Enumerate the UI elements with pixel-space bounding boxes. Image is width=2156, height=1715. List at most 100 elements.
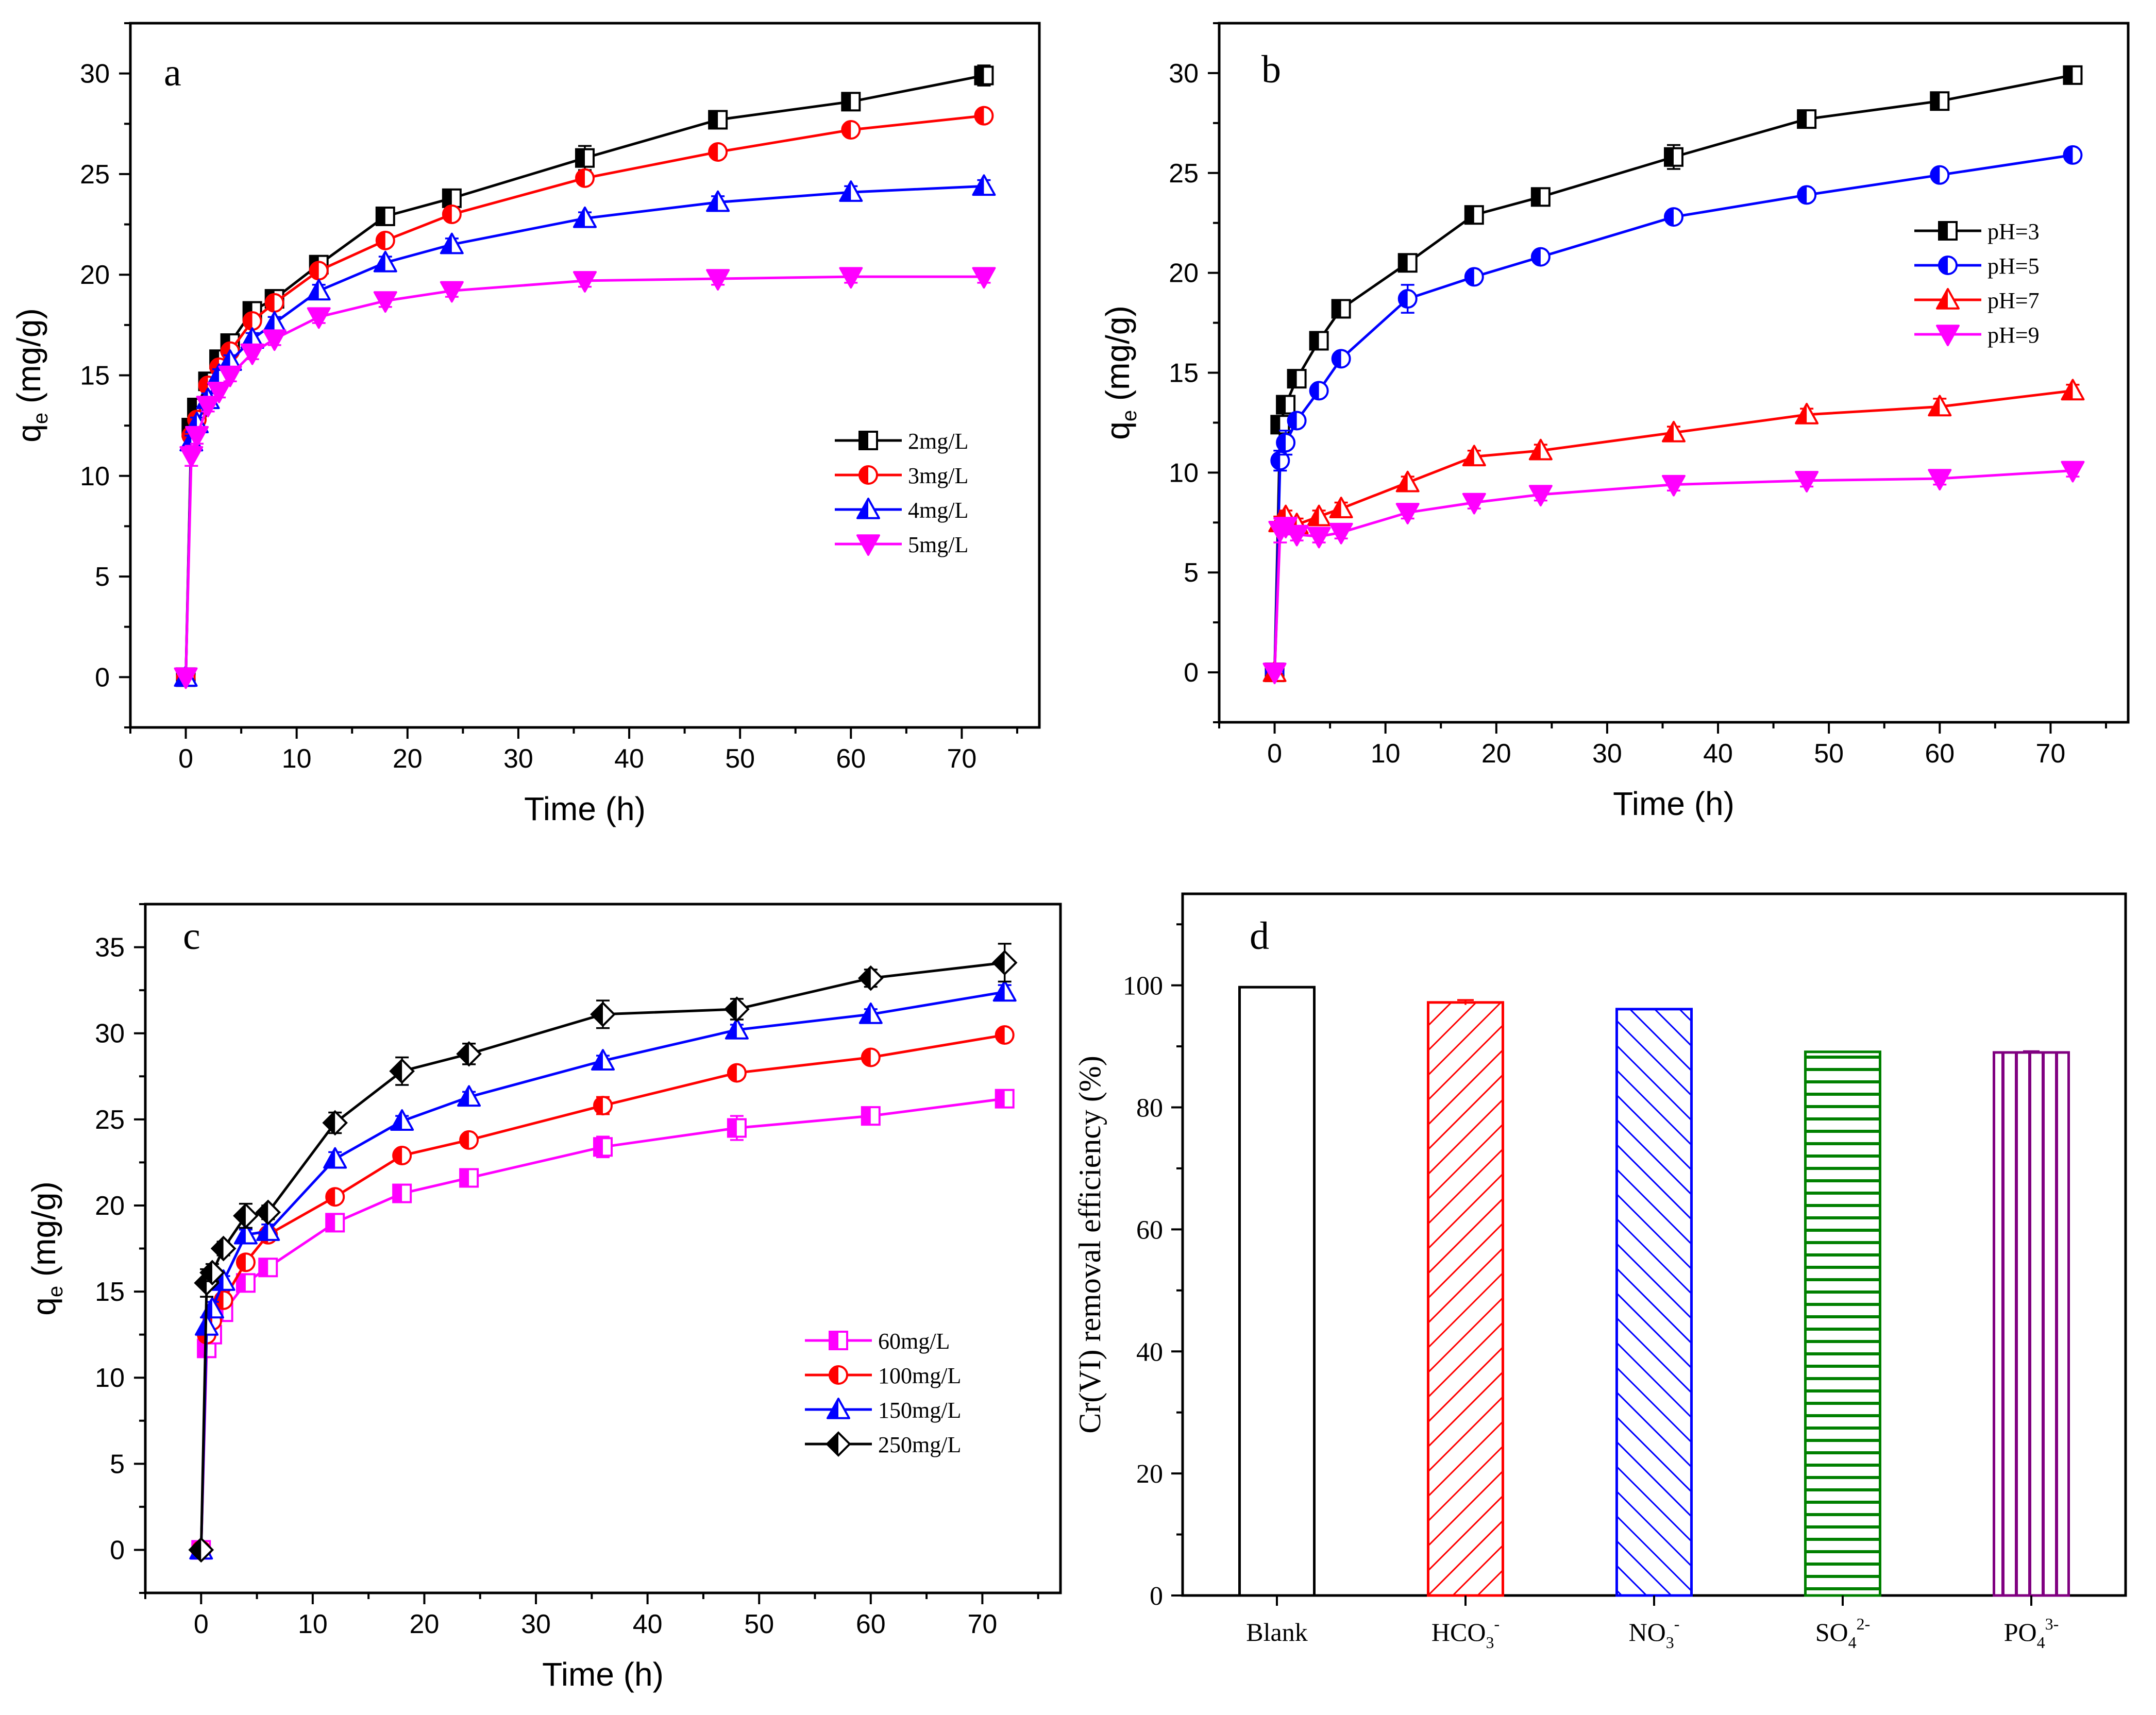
panel-b-point-fill [1663, 421, 1674, 442]
panel-b-x-tick-label: 30 [1592, 739, 1622, 769]
panel-c-point-fill [391, 1110, 402, 1130]
panel-a-point [440, 281, 464, 303]
panel-a-point-fill [376, 231, 385, 249]
panel-b-series-pH=3 [1265, 65, 2083, 683]
panel-a-point-fill [842, 121, 851, 139]
panel-b-legend-label: pH=5 [1987, 253, 2040, 279]
panel-c-y-tick-label: 20 [95, 1191, 125, 1221]
panel-b-point-fill [1271, 452, 1281, 470]
panel-b-point [1262, 663, 1287, 685]
panel-c-point-fill [458, 1042, 469, 1065]
panel-a-y-tick-label: 15 [80, 361, 110, 391]
panel-a-point [706, 269, 730, 291]
panel-a-point-fill [441, 233, 452, 253]
panel-b: b 0 10 20 30 40 50 60 70 0 5 10 15 20 25 30 Time (h) qe … [1099, 22, 2130, 822]
panel-d-bar [1427, 1001, 1504, 1597]
panel-c-point-fill [393, 1147, 402, 1165]
panel-c-x-tick-label: 30 [521, 1609, 551, 1639]
panel-c-point-fill [996, 1026, 1005, 1044]
panel-a-y-tick-label: 10 [80, 462, 110, 491]
panel-a-y-tick-label: 30 [80, 59, 110, 89]
panel-a-series-5mg/L [174, 267, 996, 689]
panel-b-series-line [1273, 469, 2073, 673]
panel-c-legend-marker-fill [827, 1433, 838, 1455]
panel-b-y-tick-label: 10 [1169, 458, 1199, 488]
panel-a-point [174, 667, 198, 689]
panel-c-y-tick-label: 0 [110, 1535, 125, 1565]
panel-b-point-fill [1288, 412, 1297, 430]
panel-d-x-tick-label: Blank [1246, 1618, 1307, 1646]
panel-a-x-tick-label: 10 [282, 744, 312, 774]
panel-b-y-tick-label: 30 [1169, 59, 1199, 89]
panel-c-x-axis-title: Time (h) [542, 1656, 664, 1693]
panel-c-point-fill [259, 1259, 268, 1277]
panel-d-y-tick-label: 80 [1136, 1094, 1163, 1123]
panel-b-point-fill [1931, 166, 1940, 184]
panel-a-point-fill [709, 111, 718, 129]
panel-a-y-tick-label: 20 [80, 260, 110, 290]
panel-b-point-fill [1399, 290, 1408, 308]
panel-b-point [1928, 469, 1952, 490]
panel-c-point-fill [237, 1253, 246, 1271]
panel-c-point-fill [212, 1237, 224, 1260]
panel-b-point-fill [1396, 471, 1408, 491]
panel-a-x-tick-label: 40 [614, 744, 644, 774]
panel-b-point-fill [1330, 498, 1341, 517]
panel-b-point-fill [1463, 446, 1474, 466]
panel-c-series-line [199, 991, 1005, 1550]
panel-d-bar [1804, 1050, 1881, 1597]
panel-c-point-fill [324, 1148, 335, 1168]
panel-b-x-tick-label: 70 [2035, 739, 2065, 769]
panel-a: a 0 10 20 30 40 50 60 70 0 5 10 15 20 25 30 Time (h) qe … [10, 22, 1041, 827]
panel-a-series-line [184, 114, 984, 677]
panel-a-point-fill [574, 207, 585, 227]
panel-d-x-tick-label: HCO3- [1431, 1615, 1500, 1652]
panel-c-point-fill [234, 1204, 246, 1227]
panel-b-legend-marker-fill [1939, 222, 1948, 240]
panel-b-point [1528, 485, 1553, 507]
panel-a-point [218, 365, 242, 387]
panel-a-label: a [164, 51, 181, 94]
panel-b-x-tick-label: 50 [1814, 739, 1844, 769]
panel-d-bar [1993, 1051, 2070, 1597]
panel-b-point-fill [1665, 148, 1674, 166]
panel-a-legend-label: 3mg/L [908, 463, 968, 488]
panel-a-y-tick-label: 0 [95, 663, 110, 692]
panel-b-y-tick-label: 0 [1184, 658, 1199, 688]
panel-b-x-tick-label: 10 [1371, 739, 1401, 769]
panel-a-series-3mg/L [176, 106, 994, 687]
panel-c-point-fill [190, 1538, 201, 1561]
panel-a-point-fill [709, 143, 718, 161]
panel-a-x-tick-label: 60 [836, 744, 866, 774]
panel-b-legend-label: pH=3 [1987, 219, 2040, 244]
panel-c-x-tick-label: 60 [856, 1609, 886, 1639]
panel-b-point-fill [1288, 370, 1297, 388]
panel-d: d 0 20 40 60 80 100 Cr(VI) removal efficiency … [1073, 892, 2127, 1652]
panel-c-point-fill [196, 1315, 207, 1335]
panel-a-legend-marker-fill [860, 432, 868, 449]
panel-b-point-fill [1271, 416, 1281, 434]
panel-b-point-fill [1332, 300, 1341, 318]
panel-c-x-tick-label: 40 [633, 1609, 663, 1639]
panel-b-y-tick-label: 25 [1169, 159, 1199, 189]
panel-b-point-fill [1529, 439, 1541, 460]
panel-a-y-tick-label: 25 [80, 160, 110, 190]
panel-c-point-fill [326, 1188, 335, 1206]
panel-b-x-tick-label: 60 [1925, 739, 1955, 769]
panel-a-axes: 0 10 20 30 40 50 60 70 0 5 10 15 20 25 30 Time (h) qe (m… [10, 22, 1041, 827]
panel-b-series-pH=5 [1265, 145, 2083, 683]
panel-c-legend-marker-fill [830, 1366, 838, 1384]
panel-b-legend-marker-fill [1939, 257, 1948, 274]
panel-b-point-fill [1798, 110, 1807, 128]
panel-c-point-fill [460, 1131, 469, 1149]
panel-c-point-fill [195, 1271, 207, 1295]
panel-b-point [1285, 524, 1309, 547]
panel-b-legend: pH=3 pH=5 pH=7 pH=9 [1914, 219, 2040, 348]
panel-c-legend-marker-fill [830, 1332, 838, 1349]
panel-a-legend: 2mg/L 3mg/L 4mg/L 5mg/L [835, 429, 968, 557]
panel-a-point-fill [263, 312, 275, 332]
panel-a-point-fill [308, 280, 319, 300]
panel-c-point-fill [993, 951, 1005, 974]
panel-c-point-fill [200, 1261, 212, 1284]
panel-a-point [839, 267, 863, 289]
